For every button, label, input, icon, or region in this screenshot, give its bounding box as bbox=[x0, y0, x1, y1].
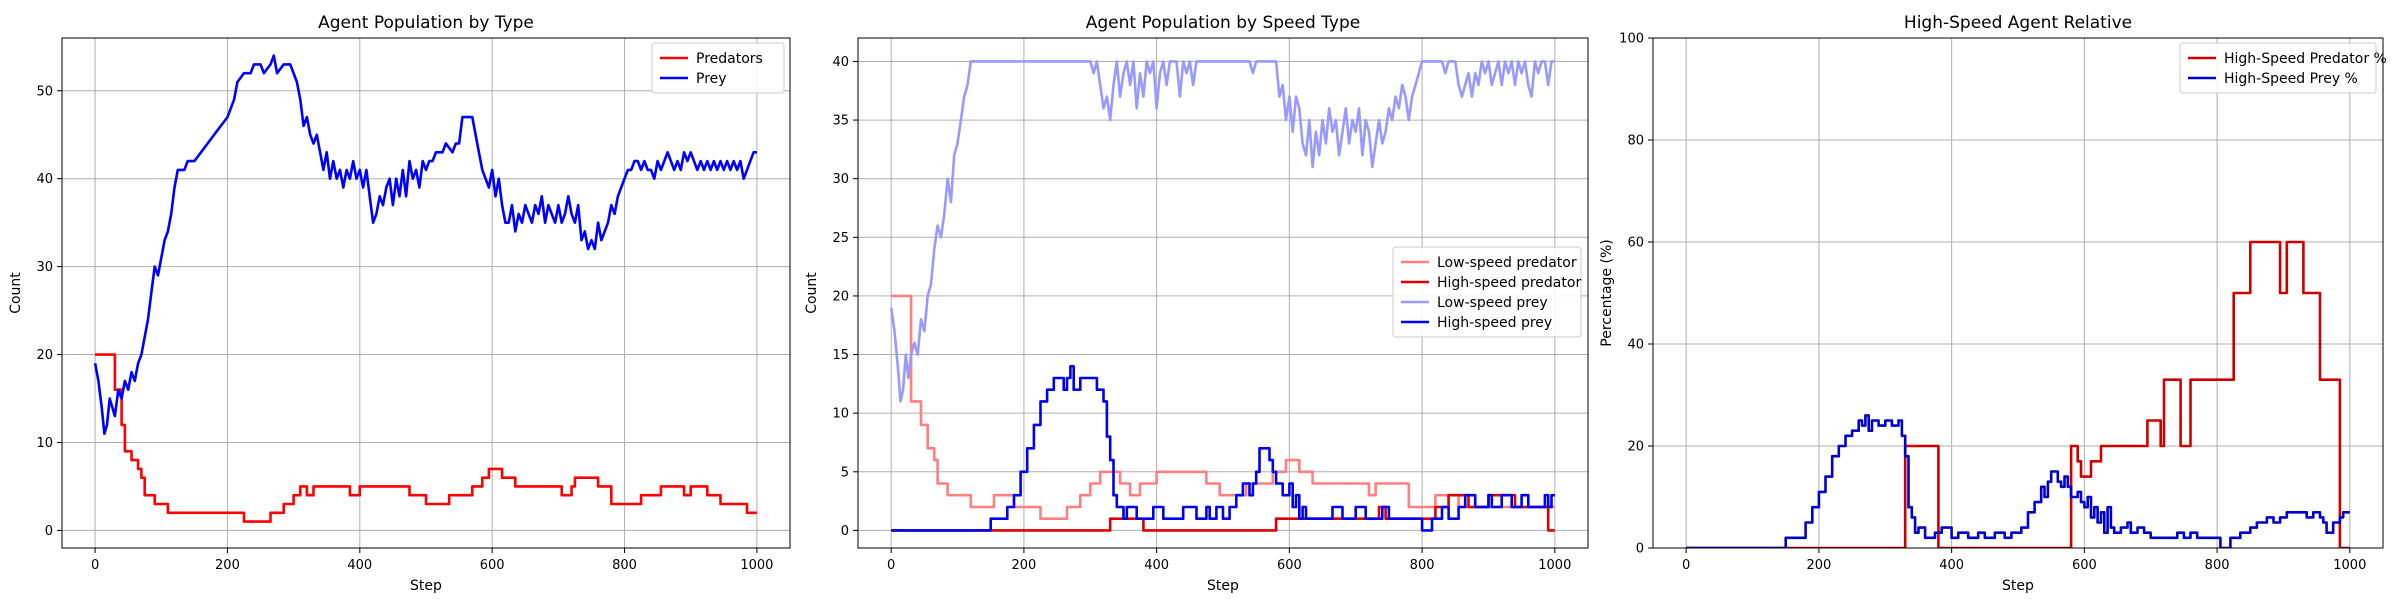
series-line-2 bbox=[1686, 414, 2350, 548]
y-tick-label: 15 bbox=[832, 348, 849, 363]
grid bbox=[1653, 37, 2383, 549]
legend-label: Low-speed predator bbox=[1437, 255, 1577, 271]
y-tick-label: 100 bbox=[1619, 32, 1644, 47]
y-tick-label: 0 bbox=[841, 524, 849, 539]
x-tick-label: 1000 bbox=[1538, 558, 1571, 573]
x-tick-label: 600 bbox=[1277, 558, 1302, 573]
series-line-3 bbox=[889, 60, 1555, 403]
y-tick-label: 80 bbox=[1627, 134, 1644, 149]
x-tick-label: 800 bbox=[612, 558, 637, 573]
y-tick-label: 30 bbox=[36, 260, 53, 275]
x-tick-label: 1000 bbox=[740, 558, 773, 573]
legend-label: Low-speed prey bbox=[1437, 295, 1548, 311]
series-line-1 bbox=[95, 353, 757, 523]
legend-box bbox=[651, 42, 785, 94]
legend-label: Prey bbox=[696, 71, 727, 87]
axes-frame bbox=[857, 37, 1589, 549]
legend-label: High-speed prey bbox=[1437, 315, 1552, 331]
y-tick-label: 40 bbox=[832, 55, 849, 70]
legend-label: High-Speed Predator % bbox=[2224, 51, 2387, 67]
ticks: 0 200 400 600 800 1000 0 10 20 30 40 50 bbox=[36, 84, 773, 573]
chart-3: 0 200 400 600 800 1000 0 20 40 60 80 100 High-Speed … bbox=[1599, 13, 2387, 594]
series-line-4 bbox=[891, 365, 1555, 532]
chart-2: 0 200 400 600 800 1000 0 5 10 15 20 25 30 35 40 Agent P… bbox=[804, 13, 1589, 594]
grid bbox=[62, 38, 790, 548]
x-tick-label: 0 bbox=[91, 558, 99, 573]
axes-frame bbox=[1652, 37, 2384, 549]
series-group bbox=[93, 54, 757, 523]
y-tick-label: 60 bbox=[1627, 236, 1644, 251]
y-tick-label: 0 bbox=[45, 524, 53, 539]
x-tick-label: 200 bbox=[1806, 558, 1831, 573]
legend: Predators Prey bbox=[651, 42, 785, 94]
y-tick-label: 40 bbox=[36, 172, 53, 187]
y-tick-label: 20 bbox=[1627, 440, 1644, 455]
ticks: 0 200 400 600 800 1000 0 20 40 60 80 100 bbox=[1619, 32, 2366, 574]
x-tick-label: 400 bbox=[1144, 558, 1169, 573]
chart-title: Agent Population by Type bbox=[318, 13, 534, 33]
x-axis-label: Step bbox=[410, 578, 442, 594]
x-tick-label: 600 bbox=[2072, 558, 2097, 573]
y-tick-label: 5 bbox=[841, 465, 849, 480]
x-tick-label: 0 bbox=[887, 558, 895, 573]
y-tick-label: 35 bbox=[832, 114, 849, 129]
legend: Low-speed predator High-speed predator Low… bbox=[1392, 246, 1582, 338]
x-tick-label: 800 bbox=[2205, 558, 2230, 573]
y-tick-label: 40 bbox=[1627, 338, 1644, 353]
series-line-1 bbox=[891, 294, 1555, 520]
legend-box bbox=[1392, 246, 1582, 338]
legend-label: High-Speed Prey % bbox=[2224, 71, 2358, 87]
y-axis-label: Count bbox=[804, 272, 820, 314]
x-tick-label: 1000 bbox=[2333, 558, 2366, 573]
x-tick-label: 800 bbox=[1410, 558, 1435, 573]
x-tick-label: 200 bbox=[215, 558, 240, 573]
legend-box bbox=[2179, 42, 2377, 94]
series-group bbox=[1686, 240, 2350, 548]
y-tick-label: 20 bbox=[832, 289, 849, 304]
y-tick-label: 50 bbox=[36, 84, 53, 99]
x-tick-label: 600 bbox=[480, 558, 505, 573]
y-tick-label: 20 bbox=[36, 348, 53, 363]
x-tick-label: 200 bbox=[1011, 558, 1036, 573]
series-line-2 bbox=[93, 54, 757, 435]
y-tick-label: 25 bbox=[832, 231, 849, 246]
y-tick-label: 10 bbox=[832, 407, 849, 422]
series-line-1 bbox=[1686, 240, 2350, 548]
x-tick-label: 400 bbox=[347, 558, 372, 573]
axes-frame bbox=[61, 37, 791, 549]
x-axis-label: Step bbox=[1207, 578, 1239, 594]
legend-label: Predators bbox=[696, 51, 763, 67]
chart-title: Agent Population by Speed Type bbox=[1086, 13, 1360, 33]
ticks: 0 200 400 600 800 1000 0 5 10 15 20 25 30 35 40 bbox=[832, 55, 1571, 573]
x-tick-label: 0 bbox=[1682, 558, 1690, 573]
y-axis-label: Count bbox=[8, 272, 24, 314]
legend: High-Speed Predator % High-Speed Prey % bbox=[2179, 42, 2387, 94]
x-axis-label: Step bbox=[2002, 578, 2034, 594]
x-tick-label: 400 bbox=[1939, 558, 1964, 573]
y-axis-label: Percentage (%) bbox=[1599, 239, 1615, 346]
chart-title: High-Speed Agent Relative bbox=[1904, 13, 2132, 33]
y-tick-label: 30 bbox=[832, 172, 849, 187]
series-group bbox=[889, 60, 1555, 532]
chart-1: 0 200 400 600 800 1000 0 10 20 30 40 50 Agent Popula… bbox=[8, 13, 791, 594]
legend-label: High-speed predator bbox=[1437, 275, 1581, 291]
y-tick-label: 10 bbox=[36, 436, 53, 451]
y-tick-label: 0 bbox=[1636, 542, 1644, 557]
